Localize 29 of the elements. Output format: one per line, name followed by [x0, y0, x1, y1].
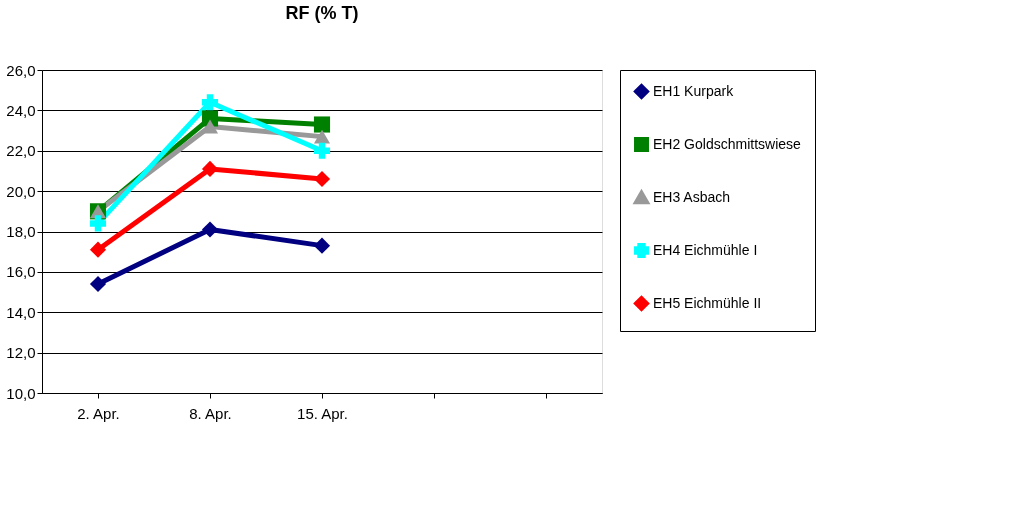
x-tick-label: 15. Apr. [297, 404, 348, 422]
x-tick-label: 2. Apr. [77, 404, 120, 422]
point [313, 129, 331, 144]
chart-title: RF (% T) [285, 3, 359, 23]
point [201, 221, 219, 238]
legend-label: EH4 Eichmühle I [653, 241, 758, 258]
y-tick-label: 26,0 [6, 61, 36, 79]
point [313, 142, 331, 159]
point [89, 215, 107, 232]
legend-label: EH5 Eichmühle II [653, 294, 762, 311]
y-tick-label: 14,0 [6, 303, 36, 321]
y-tick-label: 16,0 [6, 263, 36, 281]
legend-label: EH3 Asbach [653, 188, 731, 205]
y-tick-label: 10,0 [6, 384, 36, 402]
y-tick-label: 12,0 [6, 344, 36, 362]
x-tick-label: 8. Apr. [189, 404, 232, 422]
y-tick-label: 20,0 [6, 182, 36, 200]
point [313, 116, 331, 133]
y-tick-label: 22,0 [6, 142, 36, 160]
legend-label: EH2 Goldschmittswiese [653, 135, 802, 152]
point [89, 275, 107, 293]
y-tick-label: 18,0 [6, 223, 36, 240]
point [201, 94, 219, 111]
point [313, 237, 331, 254]
point [201, 160, 219, 177]
y-tick-label: 24,0 [6, 101, 36, 119]
point [89, 241, 107, 258]
point [313, 170, 331, 188]
legend-label: EH1 Kurpark [653, 82, 735, 99]
